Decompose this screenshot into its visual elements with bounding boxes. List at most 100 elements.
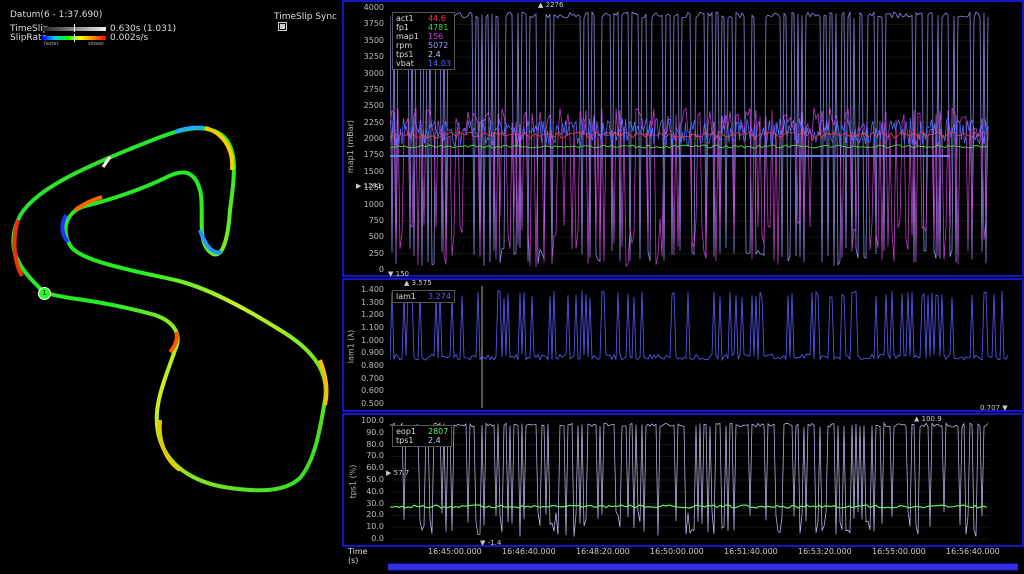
scale-faster-label: faster [44,41,59,47]
time-scrollbar[interactable] [388,563,1018,571]
datum-label: Datum(6 - 1:37.690) [10,10,103,20]
y-tick-label: 1.300 [361,297,384,307]
y-tick-label: 3250 [363,52,384,62]
y-tick-label: 1.100 [361,323,384,332]
legend-row-eop1[interactable]: eop1 2807 [396,427,448,436]
legend-row-tps1[interactable]: tps1 2.4 [396,50,451,59]
panel2-legend: lam1 3.274 [392,290,455,303]
scale-slower-label: slower [88,41,105,47]
panel1-plot [390,8,990,270]
y-tick-label: 0.800 [361,361,384,370]
legend-channel-value: 5072 [428,41,449,50]
time-tick-label: 16:56:40.000 [946,547,1000,556]
time-tick-label: 16:50:00.000 [650,547,704,556]
panel1-ylabel: map1 (mBar) [346,119,356,174]
y-tick-label: 0.900 [361,348,384,358]
track-hot-segment-6 [168,331,179,354]
y-tick-label: 40.0 [366,486,384,496]
time-axis-unit: (s) [348,556,359,565]
legend-channel-value: 14.03 [428,59,451,68]
track-cold-segment-3 [60,213,70,244]
legend-channel-name: act1 [396,14,414,23]
panel1-left-marker: ▶ 1291 [356,182,382,190]
time-scrollbar-thumb[interactable] [388,564,1018,570]
legend-channel-name: rpm [396,41,413,50]
y-tick-label: 0 [378,265,384,274]
panel3-bottom-marker: ▼ -1.4 [480,539,502,547]
y-tick-label: 2500 [363,101,384,111]
timeslip-indicator [74,24,75,32]
timeslip-value: 0.630s (1.031) [110,24,177,34]
y-tick-label: 2000 [363,134,384,143]
y-tick-label: 90.0 [366,427,384,437]
panel1-bottom-marker: ▼ 150 [388,270,409,278]
legend-channel-name: vbat [396,59,414,68]
legend-row-tps1[interactable]: tps1 2.4 [396,436,448,445]
legend-channel-value: 156 [428,32,444,41]
y-tick-label: 250 [368,248,384,258]
panel1-bottom-marker-value: 150 [395,270,409,278]
legend-row-rpm[interactable]: rpm 5072 [396,41,451,50]
panel3-top-marker: ▲ 100.9 [914,415,942,423]
track-hot-segment-4 [318,359,329,406]
rpm-trace [390,11,989,266]
y-tick-label: 2250 [363,117,384,127]
vbat-trace [390,116,989,147]
graph-panel-tps[interactable]: tps1 (%) 100.0 90.0 80.0 70.0 60.0 50.0 40.0 30… [342,413,1024,547]
y-tick-label: 1.200 [361,310,384,320]
legend-row-fp1[interactable]: fp1 4781 [396,23,451,32]
legend-channel-name: fp1 [396,23,409,32]
y-tick-label: 100.0 [361,416,384,425]
time-tick-label: 16:51:40.000 [724,547,778,556]
track-svg [11,125,329,493]
y-tick-label: 1250 [363,183,384,193]
legend-channel-name: lam1 [396,292,417,301]
y-tick-label: 0.700 [361,373,384,383]
y-tick-label: 1000 [363,199,384,209]
track-map-pane[interactable]: Datum(6 - 1:37.690) TimeSlip SlipRate 0.… [0,0,342,574]
panel3-top-marker-value: 100.9 [921,415,942,423]
y-tick-label: 1.400 [361,285,384,294]
graph-panel-lambda[interactable]: lam1 (λ) 1.400 1.300 1.200 1.100 1.000 0.900 0… [342,278,1024,412]
sliprate-label: SlipRate [10,33,48,43]
timeslip-sync-toggle[interactable]: TimeSlip Sync [274,12,342,32]
track-hot-segment-5 [157,419,182,472]
legend-channel-value: 4781 [428,23,449,32]
legend-channel-name: tps1 [396,50,414,59]
track-cold-segment-2 [198,229,223,255]
track-hot-segment-2 [204,126,235,171]
legend-channel-value: 3.274 [428,292,451,301]
panel1-top-marker-value: 2276 [545,1,564,9]
graph-panel-map[interactable]: map1 (mBar) 4000 3750 3500 3250 3000 2750 2500… [342,0,1024,278]
y-tick-label: 1500 [363,166,384,176]
track-hot-segment-3 [73,195,103,212]
legend-row-lam1[interactable]: lam1 3.274 [396,292,451,301]
start-finish-marker[interactable]: 1 [38,287,51,300]
time-axis-ticks: 16:45:00.000 16:46:40.000 16:48:20.000 16:5… [388,547,1018,561]
map-trace [390,107,989,268]
time-tick-label: 16:48:20.000 [576,547,630,556]
sector-marker [101,156,112,168]
panel3-bottom-marker-value: -1.4 [487,539,502,547]
eop-trace [390,504,988,509]
tps-trace [390,421,989,537]
timeslip-sync-checkbox[interactable] [278,22,287,31]
legend-row-map1[interactable]: map1 156 [396,32,451,41]
panel2-top-marker-value: 3.575 [411,279,432,287]
y-tick-label: 500 [368,232,384,242]
y-tick-label: 3500 [363,35,384,45]
y-tick-label: 2750 [363,84,384,94]
y-tick-label: 4000 [363,3,384,12]
sliprate-value: 0.002s/s [110,33,149,43]
time-axis-title: Time [348,547,368,556]
sliprate-indicator [74,34,75,42]
y-tick-label: 3750 [363,19,384,29]
panel3-plot [390,421,990,540]
panel2-plot [390,286,1009,408]
data-graph-pane[interactable]: map1 (mBar) 4000 3750 3500 3250 3000 2750 2500… [342,0,1024,574]
legend-row-act1[interactable]: act1 44.6 [396,14,451,23]
panel2-top-marker: ▲ 3.575 [404,279,432,287]
time-tick-label: 16:45:00.000 [428,547,482,556]
legend-row-vbat[interactable]: vbat 14.03 [396,59,451,68]
legend-channel-value: 2.4 [428,436,441,445]
